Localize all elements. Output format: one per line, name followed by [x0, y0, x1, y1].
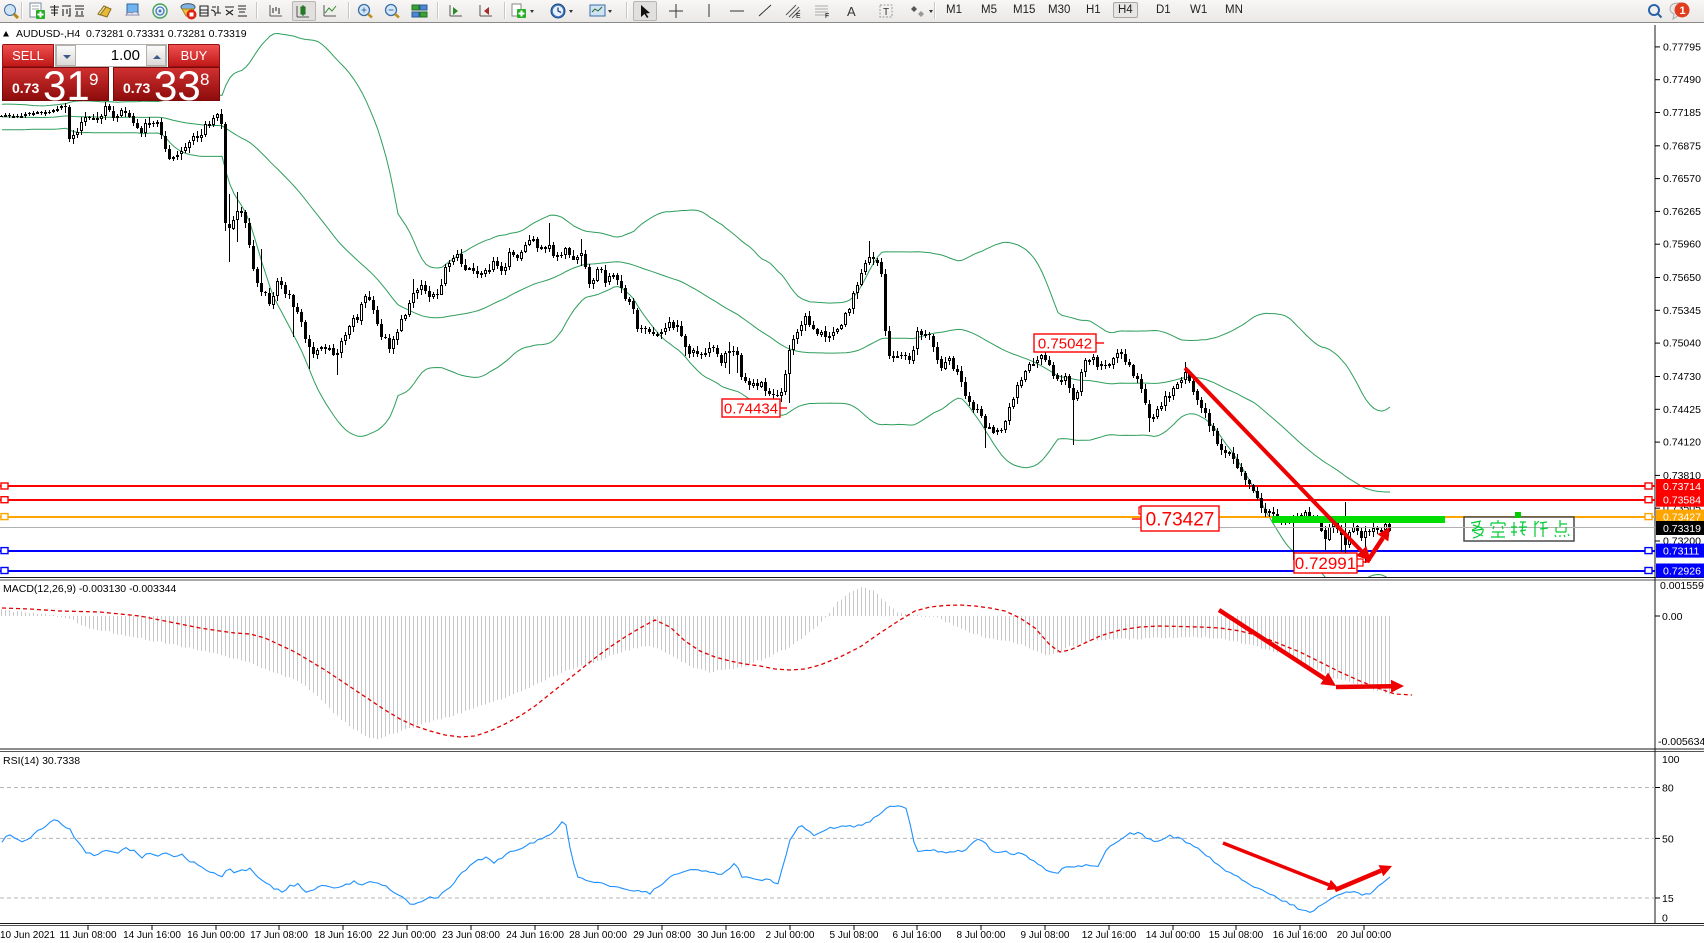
- svg-text:0.73584: 0.73584: [1663, 495, 1701, 507]
- svg-text:50: 50: [1662, 833, 1674, 845]
- svg-text:9 Jul 08:00: 9 Jul 08:00: [1021, 930, 1070, 941]
- svg-text:30 Jun 16:00: 30 Jun 16:00: [697, 930, 755, 941]
- svg-text:0.73714: 0.73714: [1663, 481, 1701, 493]
- svg-text:0.73427: 0.73427: [1663, 512, 1701, 524]
- svg-text:E: E: [796, 13, 801, 20]
- svg-text:0.75040: 0.75040: [1663, 338, 1701, 350]
- svg-text:22 Jun 00:00: 22 Jun 00:00: [378, 930, 436, 941]
- svg-text:0.74434: 0.74434: [724, 400, 778, 417]
- svg-text:16 Jul 16:00: 16 Jul 16:00: [1273, 930, 1328, 941]
- svg-text:0.72926: 0.72926: [1663, 566, 1701, 578]
- svg-text:12 Jul 16:00: 12 Jul 16:00: [1082, 930, 1137, 941]
- svg-text:0.75042: 0.75042: [1038, 335, 1092, 352]
- svg-text:0.76570: 0.76570: [1663, 173, 1701, 185]
- svg-text:RSI(14) 30.7338: RSI(14) 30.7338: [3, 755, 80, 767]
- svg-text:-0.005634: -0.005634: [1658, 736, 1704, 748]
- svg-text:100: 100: [1662, 754, 1680, 766]
- svg-text:0.73810: 0.73810: [1663, 470, 1701, 482]
- svg-text:23 Jun 08:00: 23 Jun 08:00: [442, 930, 500, 941]
- svg-text:2 Jul 00:00: 2 Jul 00:00: [766, 930, 815, 941]
- svg-text:0.75960: 0.75960: [1663, 239, 1701, 251]
- svg-text:T: T: [883, 7, 889, 18]
- svg-text:0.75650: 0.75650: [1663, 272, 1701, 284]
- svg-text:80: 80: [1662, 783, 1674, 795]
- svg-text:0.77490: 0.77490: [1663, 74, 1701, 86]
- svg-text:0.74425: 0.74425: [1663, 404, 1701, 416]
- svg-text:0.76875: 0.76875: [1663, 140, 1701, 152]
- svg-text:24 Jun 16:00: 24 Jun 16:00: [506, 930, 564, 941]
- svg-text:11 Jun 08:00: 11 Jun 08:00: [59, 930, 117, 941]
- svg-text:0.74730: 0.74730: [1663, 371, 1701, 383]
- svg-text:15: 15: [1662, 893, 1674, 905]
- svg-text:0.74120: 0.74120: [1663, 437, 1701, 449]
- svg-text:0: 0: [1662, 913, 1668, 925]
- svg-text:10 Jun 2021: 10 Jun 2021: [0, 930, 55, 941]
- svg-text:0.77185: 0.77185: [1663, 107, 1701, 119]
- svg-text:0.001559: 0.001559: [1660, 580, 1704, 592]
- svg-text:18 Jun 16:00: 18 Jun 16:00: [314, 930, 372, 941]
- svg-text:0.75345: 0.75345: [1663, 305, 1701, 317]
- svg-text:0.73427: 0.73427: [1146, 509, 1215, 530]
- svg-text:5 Jul 08:00: 5 Jul 08:00: [830, 930, 879, 941]
- svg-text:0.00: 0.00: [1662, 611, 1683, 623]
- svg-text:F: F: [825, 13, 829, 20]
- svg-text:29 Jun 08:00: 29 Jun 08:00: [633, 930, 691, 941]
- svg-text:14 Jun 16:00: 14 Jun 16:00: [123, 930, 181, 941]
- svg-text:8 Jul 00:00: 8 Jul 00:00: [957, 930, 1006, 941]
- svg-text:0.73319: 0.73319: [1663, 523, 1701, 535]
- svg-text:A: A: [847, 4, 856, 19]
- svg-text:20 Jul 00:00: 20 Jul 00:00: [1337, 930, 1392, 941]
- svg-text:1: 1: [1680, 5, 1686, 17]
- svg-text:0.77795: 0.77795: [1663, 41, 1701, 53]
- svg-text:15 Jul 08:00: 15 Jul 08:00: [1209, 930, 1264, 941]
- svg-text:6 Jul 16:00: 6 Jul 16:00: [893, 930, 942, 941]
- svg-text:MACD(12,26,9) -0.003130 -0.003: MACD(12,26,9) -0.003130 -0.003344: [3, 583, 177, 595]
- svg-text:16 Jun 00:00: 16 Jun 00:00: [187, 930, 245, 941]
- svg-text:14 Jul 00:00: 14 Jul 00:00: [1146, 930, 1201, 941]
- svg-text:0.76265: 0.76265: [1663, 206, 1701, 218]
- svg-text:0.73111: 0.73111: [1663, 546, 1700, 558]
- svg-text:28 Jun 00:00: 28 Jun 00:00: [569, 930, 627, 941]
- svg-text:17 Jun 08:00: 17 Jun 08:00: [250, 930, 308, 941]
- svg-text:0.72991: 0.72991: [1295, 554, 1356, 573]
- svg-text:AUDUSD-,H4 0.73281 0.73331 0.: AUDUSD-,H4 0.73281 0.73331 0.73281 0.733…: [16, 28, 247, 40]
